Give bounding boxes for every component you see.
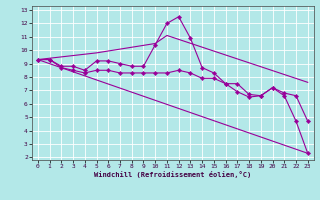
X-axis label: Windchill (Refroidissement éolien,°C): Windchill (Refroidissement éolien,°C) [94, 171, 252, 178]
